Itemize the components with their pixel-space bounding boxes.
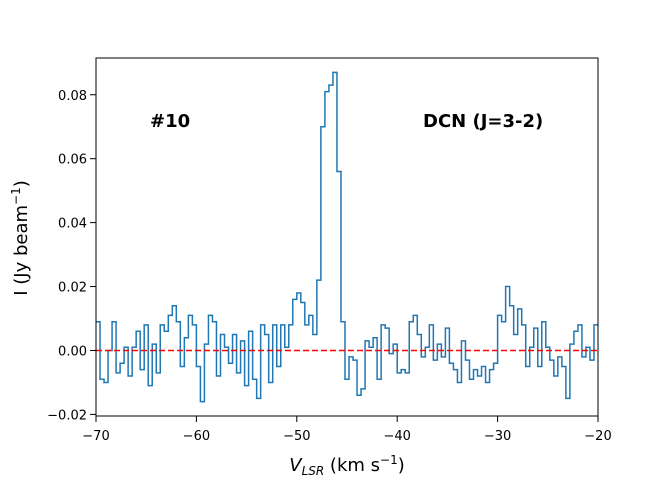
x-tick-label: −50 xyxy=(283,429,310,444)
x-tick-label: −70 xyxy=(82,429,109,444)
y-tick-label: 0.06 xyxy=(58,153,87,168)
y-label-part: −1 xyxy=(9,187,23,205)
x-label-part: ) xyxy=(398,455,405,476)
y-axis-label: I (Jy beam−1) xyxy=(9,180,32,296)
x-axis-label: VLSR (km s−1) xyxy=(289,453,405,478)
plot-frame xyxy=(95,57,599,417)
y-label-part: I (Jy beam xyxy=(11,205,32,296)
annotation: DCN (J=3-2) xyxy=(423,111,543,132)
y-tick-label: 0.08 xyxy=(58,89,87,104)
y-tick-label: 0.02 xyxy=(58,281,87,296)
x-tick-label: −40 xyxy=(383,429,410,444)
x-tick-label: −60 xyxy=(183,429,210,444)
spectrum-line xyxy=(96,71,598,403)
x-label-part: LSR xyxy=(302,464,325,478)
x-label-part: −1 xyxy=(380,453,398,467)
annotation: #10 xyxy=(150,111,190,132)
y-tick-label: 0.04 xyxy=(58,217,87,232)
y-label-part: ) xyxy=(11,180,32,187)
x-label-part: (km s xyxy=(324,455,380,476)
x-tick-label: −30 xyxy=(484,429,511,444)
x-label-part: V xyxy=(289,455,303,476)
x-tick-label: −20 xyxy=(584,429,611,444)
y-tick-label: −0.02 xyxy=(47,408,87,423)
y-tick-label: 0.00 xyxy=(58,344,87,359)
